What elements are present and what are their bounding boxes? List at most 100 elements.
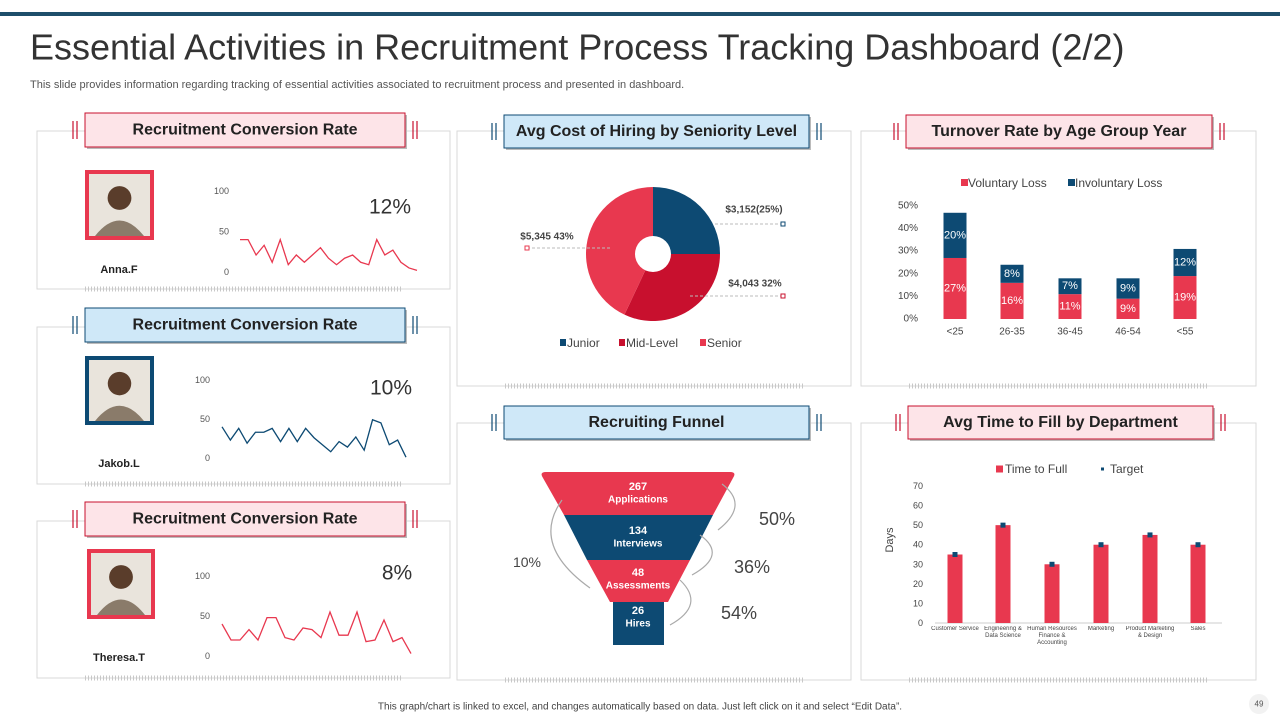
bar [1190, 544, 1206, 623]
y-tick-label: 50% [898, 201, 918, 212]
panel-title: Recruitment Conversion Rate [133, 122, 358, 139]
page-badge [1249, 694, 1269, 714]
bar-label: 8% [1004, 268, 1020, 280]
panel-title: Recruiting Funnel [589, 414, 725, 431]
bar [1044, 564, 1060, 623]
bar-segment [1000, 264, 1024, 283]
legend-label: Senior [707, 336, 742, 350]
x-tick-label: Sales [1190, 626, 1206, 632]
panel [860, 130, 1257, 387]
funnel-rate: 10% [513, 554, 541, 570]
bar-label: 12% [1174, 257, 1196, 269]
panel-title: Recruitment Conversion Rate [133, 317, 358, 334]
photo-body [97, 599, 145, 615]
funnel-value: 26 [632, 605, 644, 617]
funnel-stage [564, 515, 713, 560]
header-box [84, 501, 406, 537]
bar-segment [1000, 282, 1024, 319]
leader-end [524, 245, 530, 251]
bar-label: 11% [1059, 301, 1080, 313]
legend-swatch [1101, 467, 1104, 471]
sparkline [221, 418, 407, 458]
header-box [84, 307, 406, 343]
y-tick-label: 0 [205, 453, 210, 463]
x-tick-label: Product Marketing & Design [1125, 626, 1175, 639]
title: Essential Activities in Recruitment Proc… [30, 27, 1124, 68]
target-marker [952, 552, 958, 557]
target-marker [1195, 542, 1201, 548]
x-tick-label: Engineering & Data Science [984, 626, 1022, 639]
photo-head [107, 186, 132, 210]
funnel-label: Interviews [614, 539, 663, 550]
funnel-stage [541, 472, 735, 515]
page-number: 49 [1255, 700, 1264, 709]
photo-head [107, 371, 132, 396]
y-tick-label: 0% [904, 314, 919, 325]
funnel-label: Hires [625, 619, 650, 630]
x-tick-label: 46-54 [1115, 327, 1141, 338]
target-marker [1098, 542, 1104, 548]
leader-end [780, 293, 786, 299]
panel-title: Avg Cost of Hiring by Seniority Level [516, 123, 797, 140]
funnel-arrow [691, 534, 713, 576]
y-tick-label: 100 [214, 186, 229, 196]
bar-label: 19% [1174, 292, 1196, 304]
legend-swatch [961, 179, 968, 186]
bar-label: 7% [1062, 280, 1078, 292]
photo-head [109, 565, 133, 589]
legend-swatch [1068, 179, 1075, 186]
x-tick-label-box: Marketing [1087, 626, 1115, 632]
legend-swatch [619, 339, 625, 346]
funnel-stage [613, 602, 664, 645]
bar-label: 9% [1120, 282, 1136, 294]
bar-segment [1058, 294, 1082, 319]
sparkline [221, 610, 412, 654]
bar [995, 525, 1011, 623]
y-tick-label: 70 [913, 481, 923, 491]
bar [1142, 534, 1158, 623]
legend-label: Voluntary Loss [968, 176, 1047, 190]
bar [947, 554, 963, 623]
bar-label: 16% [1001, 295, 1023, 307]
pie-slice [585, 187, 653, 315]
photo-body [95, 220, 144, 236]
y-tick-label: 10% [898, 291, 918, 302]
panel [860, 422, 1257, 681]
target-marker [1000, 522, 1006, 528]
funnel-label: Assessments [606, 581, 671, 592]
y-axis-label: Days [884, 527, 896, 553]
pie-label: $5,345 43% [520, 232, 573, 243]
person-name: Jakob.L [98, 458, 140, 470]
pie-label: $3,152(25%) [725, 205, 782, 216]
header-box [907, 405, 1214, 440]
bar-segment [1116, 298, 1140, 319]
y-tick-label: 50 [200, 414, 210, 424]
y-tick-label: 0 [205, 651, 210, 661]
y-tick-label: 30% [898, 246, 918, 257]
x-tick-label-box: Engineering & Data Science [984, 626, 1022, 639]
funnel-rate: 54% [721, 603, 757, 623]
x-tick-label-box: Human Resources Finance & Accounting [1027, 626, 1077, 646]
y-tick-label: 50 [219, 227, 229, 237]
header-box [503, 405, 810, 440]
y-tick-label: 50 [200, 611, 210, 621]
photo-body [95, 405, 144, 421]
legend-label: Target [1110, 462, 1144, 476]
x-tick-label: <55 [1177, 327, 1194, 338]
x-tick-label: Marketing [1087, 626, 1115, 632]
legend-label: Junior [567, 336, 600, 350]
footer-note: This graph/chart is linked to excel, and… [378, 702, 902, 713]
x-tick-label: 36-45 [1057, 327, 1083, 338]
target-marker [1049, 561, 1055, 567]
legend-swatch [700, 339, 706, 346]
leader-end [780, 221, 786, 227]
target-marker [1147, 532, 1153, 538]
top-bar [0, 12, 1280, 16]
person-name: Theresa.T [93, 652, 145, 664]
bar-segment [1173, 248, 1197, 277]
bar-label: 27% [944, 282, 966, 294]
legend-label: Time to Full [1005, 462, 1067, 476]
bar [1093, 544, 1109, 623]
funnel-arrow [550, 499, 591, 589]
